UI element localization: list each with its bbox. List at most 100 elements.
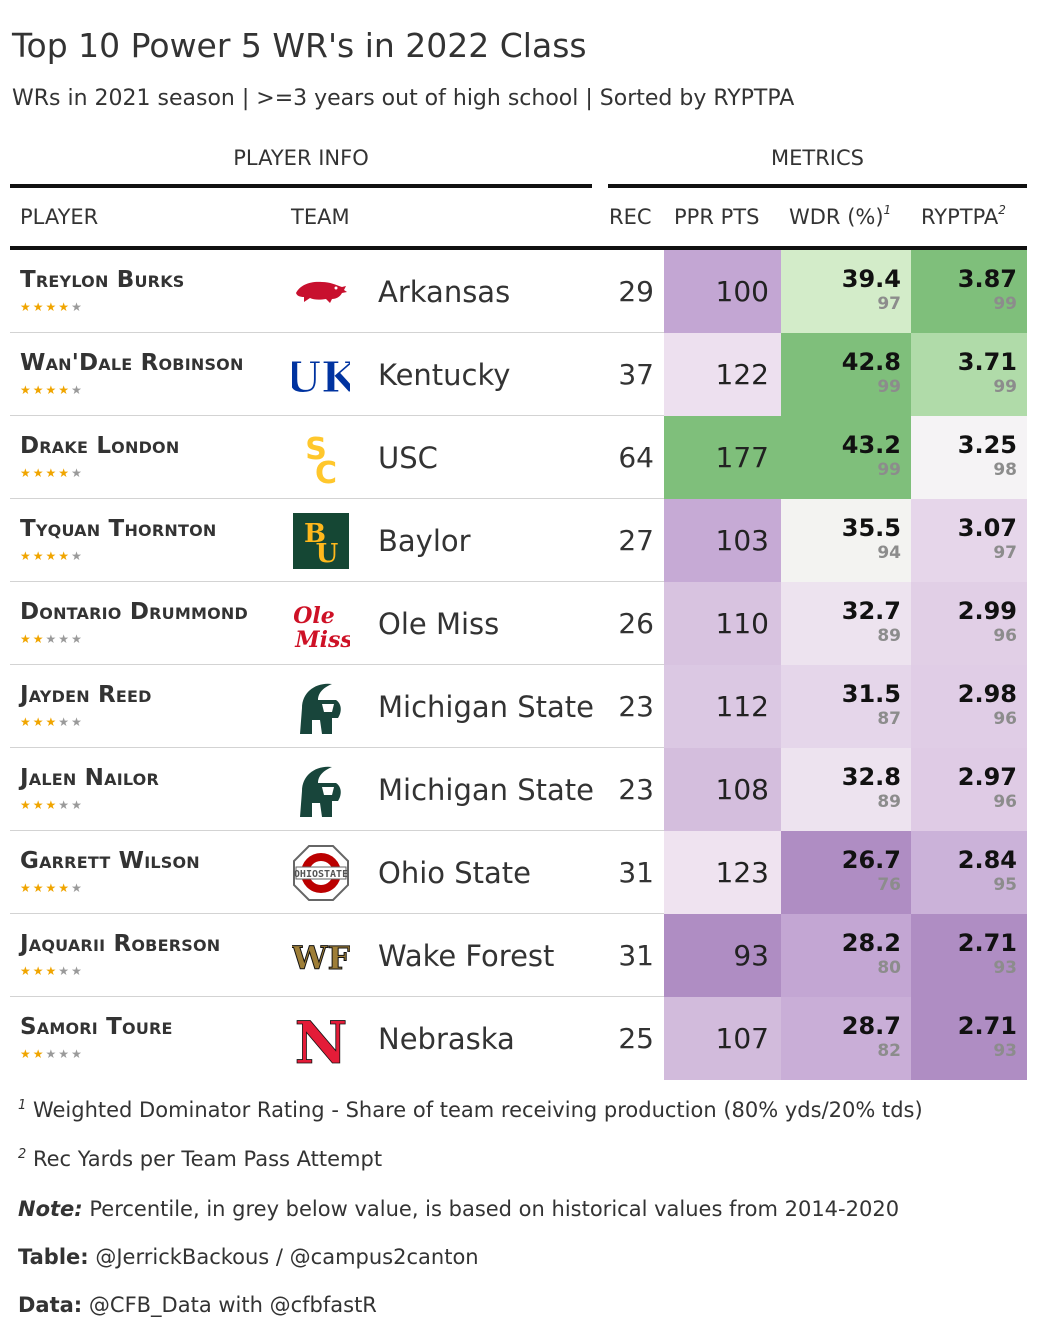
player-name: Jalen Nailor <box>20 765 159 791</box>
rec-value: 64 <box>618 441 654 474</box>
rec-value: 23 <box>618 773 654 806</box>
team-name: Arkansas <box>378 275 511 309</box>
ppr-cell: 103 <box>664 499 781 582</box>
wdr-value: 32.7 <box>841 597 901 625</box>
player-name: Dontario Drummond <box>20 599 248 625</box>
col-header-ryptpa: RYPTPA2 <box>921 203 1006 229</box>
col-header-ppr: PPR PTS <box>674 205 760 229</box>
wdr-value: 28.7 <box>841 1012 901 1040</box>
svg-text:WF: WF <box>292 939 350 977</box>
team-name: Kentucky <box>378 358 511 392</box>
table-row: Jaquarii Roberson ★★★★★ WF Wake Forest 31 93 2… <box>10 914 1027 997</box>
michigan-state-spartan-logo <box>292 761 350 819</box>
wdr-value: 42.8 <box>841 348 901 376</box>
wdr-value: 35.5 <box>841 514 901 542</box>
table-row: Garrett Wilson ★★★★★ OHIOSTATE Ohio State 31… <box>10 831 1027 914</box>
ryptpa-percentile: 99 <box>993 294 1017 314</box>
star-rating: ★★★★★ <box>20 300 84 314</box>
player-name: Drake London <box>20 433 180 459</box>
wdr-cell: 39.4 97 <box>781 250 911 333</box>
ryptpa-percentile: 97 <box>993 543 1017 563</box>
star-rating: ★★★★★ <box>20 383 84 397</box>
ryptpa-cell: 3.71 99 <box>911 333 1027 416</box>
nebraska-n-logo: N <box>292 1009 350 1078</box>
footnote-data-credit: Data: @CFB_Data with @cfbfastR <box>18 1293 377 1317</box>
wake-forest-wf-logo: WF <box>290 927 351 985</box>
footnote-note: Note: Percentile, in grey below value, i… <box>18 1197 900 1221</box>
wdr-cell: 26.7 76 <box>781 831 911 914</box>
ryptpa-cell: 3.87 99 <box>911 250 1027 333</box>
footnote-2: 2 Rec Yards per Team Pass Attempt <box>18 1147 383 1171</box>
table-row: Jayden Reed ★★★★★ Michigan State 23 112 31.5 8… <box>10 665 1027 748</box>
wdr-percentile: 99 <box>877 460 901 480</box>
svg-text:S: S <box>305 432 327 467</box>
team-name: Michigan State <box>378 773 594 807</box>
ryptpa-percentile: 93 <box>993 958 1017 978</box>
ryptpa-cell: 3.25 98 <box>911 416 1027 499</box>
ryptpa-value: 2.71 <box>957 1012 1017 1040</box>
ryptpa-cell: 3.07 97 <box>911 499 1027 582</box>
star-rating: ★★★★★ <box>20 1047 84 1061</box>
ryptpa-cell: 2.98 96 <box>911 665 1027 748</box>
star-rating: ★★★★★ <box>20 715 84 729</box>
rec-value: 25 <box>618 1022 654 1055</box>
ryptpa-value: 3.87 <box>957 265 1017 293</box>
footnote-table-credit: Table: @JerrickBackous / @campus2canton <box>18 1245 479 1269</box>
ryptpa-percentile: 93 <box>993 1041 1017 1061</box>
wdr-percentile: 89 <box>877 792 901 812</box>
player-name: Tyquan Thornton <box>20 516 217 542</box>
ppr-value: 122 <box>715 358 769 391</box>
col-header-rec: REC <box>609 205 652 229</box>
wdr-percentile: 89 <box>877 626 901 646</box>
star-rating: ★★★★★ <box>20 881 84 895</box>
wdr-percentile: 87 <box>877 709 901 729</box>
table-row: Wan'Dale Robinson ★★★★★ UK Kentucky 37 122 42.… <box>10 333 1027 416</box>
wdr-value: 32.8 <box>841 763 901 791</box>
wdr-percentile: 99 <box>877 377 901 397</box>
ppr-cell: 100 <box>664 250 781 333</box>
svg-text:OHIOSTATE: OHIOSTATE <box>294 869 348 880</box>
table-row: Tyquan Thornton ★★★★★ B U Baylor 27 103 35.5 94 3… <box>10 499 1027 582</box>
spanner-player-info-rule <box>10 184 592 188</box>
ryptpa-cell: 2.84 95 <box>911 831 1027 914</box>
table-body: Treylon Burks ★★★★★ Arkansas 29 100 39.4 97 3.8… <box>10 250 1027 1080</box>
wdr-value: 39.4 <box>841 265 901 293</box>
ppr-cell: 93 <box>664 914 781 997</box>
player-name: Garrett Wilson <box>20 848 200 874</box>
ppr-value: 107 <box>715 1022 769 1055</box>
team-name: Wake Forest <box>378 939 555 973</box>
svg-text:N: N <box>294 1010 347 1068</box>
team-name: Ole Miss <box>378 607 500 641</box>
wdr-cell: 32.8 89 <box>781 748 911 831</box>
ppr-cell: 107 <box>664 997 781 1080</box>
col-header-team: TEAM <box>291 205 350 229</box>
ryptpa-value: 2.84 <box>957 846 1017 874</box>
ppr-cell: 112 <box>664 665 781 748</box>
ppr-value: 110 <box>715 607 769 640</box>
spanner-metrics: METRICS <box>771 146 864 170</box>
ppr-cell: 110 <box>664 582 781 665</box>
svg-text:U: U <box>316 539 339 569</box>
svg-text:C: C <box>315 456 337 487</box>
wdr-percentile: 80 <box>877 958 901 978</box>
header-rule <box>10 246 1027 250</box>
ryptpa-value: 3.25 <box>957 431 1017 459</box>
wdr-percentile: 94 <box>877 543 901 563</box>
wdr-percentile: 76 <box>877 875 901 895</box>
page-subtitle: WRs in 2021 season | >=3 years out of hi… <box>12 86 795 111</box>
svg-text:Ole: Ole <box>293 603 335 629</box>
svg-text:UK: UK <box>292 353 350 402</box>
ole-miss-logo: Ole Miss <box>292 595 353 653</box>
wdr-value: 28.2 <box>841 929 901 957</box>
table-row: Jalen Nailor ★★★★★ Michigan State 23 108 32.8… <box>10 748 1027 831</box>
team-name: Baylor <box>378 524 471 558</box>
wdr-cell: 42.8 99 <box>781 333 911 416</box>
rec-value: 31 <box>618 856 654 889</box>
ryptpa-value: 2.98 <box>957 680 1017 708</box>
wdr-cell: 32.7 89 <box>781 582 911 665</box>
star-rating: ★★★★★ <box>20 964 84 978</box>
michigan-state-spartan-logo <box>292 678 350 736</box>
table-row: Drake London ★★★★★ S C USC 64 177 43.2 99 3.25 98 <box>10 416 1027 499</box>
